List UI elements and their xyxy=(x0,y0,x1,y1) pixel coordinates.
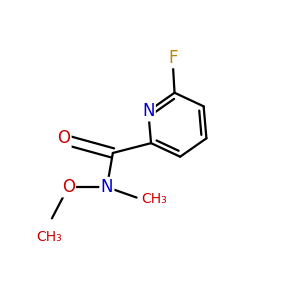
Text: O: O xyxy=(62,178,75,196)
Text: CH₃: CH₃ xyxy=(141,192,167,206)
Text: N: N xyxy=(142,102,155,120)
Text: N: N xyxy=(101,178,113,196)
Text: CH₃: CH₃ xyxy=(36,230,62,244)
Text: O: O xyxy=(57,129,70,147)
Text: F: F xyxy=(168,49,178,67)
